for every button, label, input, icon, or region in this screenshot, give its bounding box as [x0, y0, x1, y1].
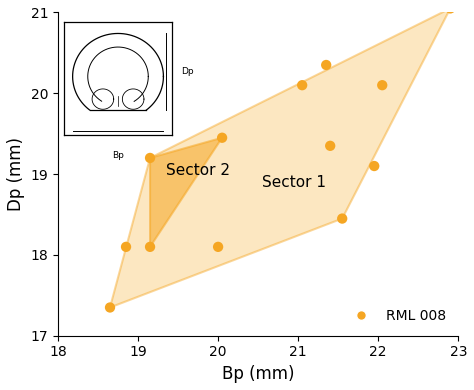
Point	[299, 82, 306, 88]
Polygon shape	[150, 138, 222, 247]
Point	[447, 5, 454, 12]
Point	[219, 135, 226, 141]
Y-axis label: Dp (mm): Dp (mm)	[7, 137, 25, 211]
Point	[214, 244, 222, 250]
X-axis label: Bp (mm): Bp (mm)	[222, 365, 294, 383]
Point	[146, 155, 154, 161]
Point	[371, 163, 378, 169]
Point	[378, 82, 386, 88]
Point	[327, 143, 334, 149]
Polygon shape	[110, 9, 450, 307]
Text: Sector 2: Sector 2	[166, 163, 230, 177]
Point	[106, 304, 114, 310]
Legend: RML 008: RML 008	[341, 304, 451, 329]
Point	[122, 244, 130, 250]
Point	[338, 215, 346, 222]
Point	[322, 62, 330, 68]
Point	[146, 244, 154, 250]
Text: Sector 1: Sector 1	[262, 175, 326, 190]
